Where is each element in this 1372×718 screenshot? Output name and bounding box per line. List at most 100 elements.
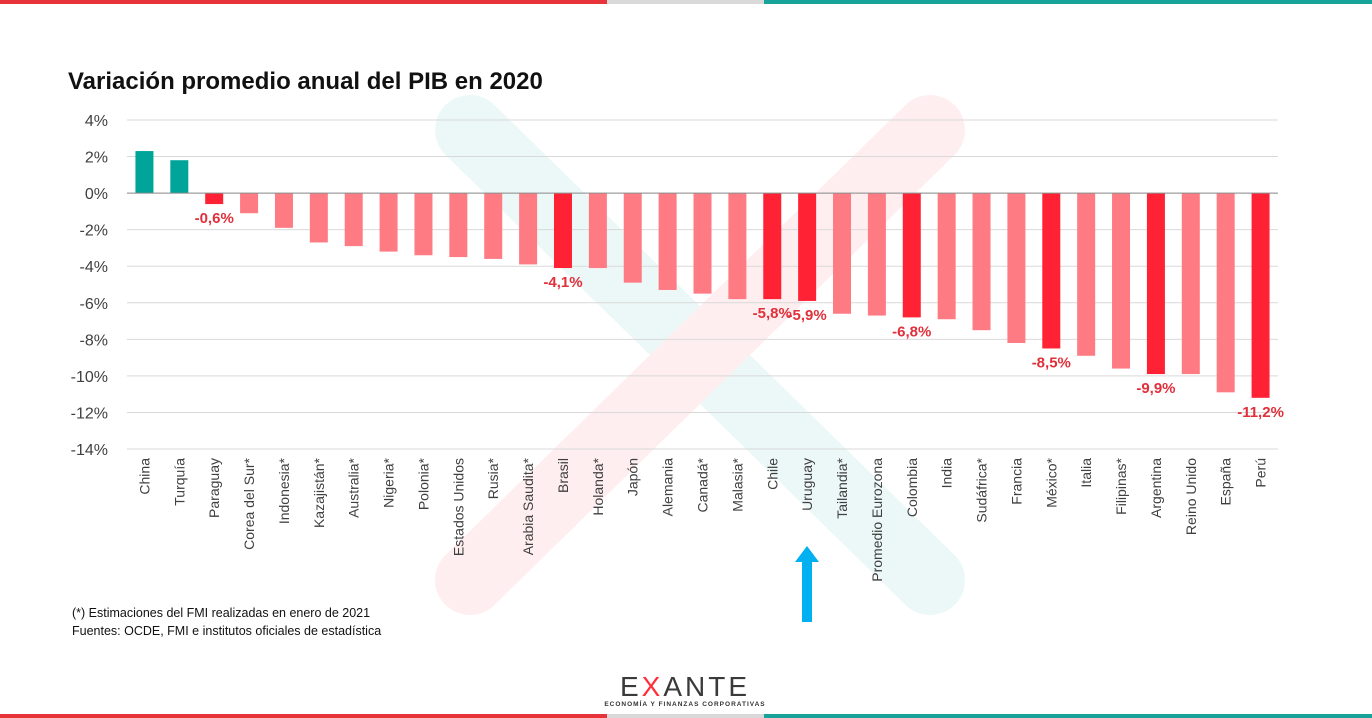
category-label: Kazajistán* [311, 457, 327, 528]
category-label: Alemania [660, 458, 676, 517]
y-tick-label: -14% [71, 442, 108, 459]
category-label: Italia [1078, 458, 1094, 488]
category-label: Paraguay [206, 458, 222, 518]
data-label: -0,6% [195, 210, 234, 227]
category-label: Francia [1008, 458, 1024, 505]
data-label: -5,8% [753, 305, 792, 322]
bar [205, 193, 224, 205]
y-axis-ticks: 4% 2% 0% -2% -4% -6% -8% -10% -12% -14% [71, 113, 108, 459]
bar [240, 193, 259, 214]
category-label: Indonesia* [276, 457, 292, 524]
y-tick-label: -6% [80, 296, 108, 313]
bar [972, 193, 991, 331]
bar [798, 193, 817, 301]
bar [1146, 193, 1165, 375]
category-label: Argentina [1148, 458, 1164, 518]
bar [763, 193, 782, 300]
data-label: -4,1% [543, 274, 582, 291]
y-tick-label: -10% [71, 369, 108, 386]
bar [519, 193, 538, 265]
data-label: -8,5% [1032, 354, 1071, 371]
bar [623, 193, 642, 283]
category-label: Filipinas* [1113, 457, 1129, 514]
footnote-estimates: (*) Estimaciones del FMI realizadas en e… [72, 606, 371, 620]
bar [588, 193, 607, 269]
y-tick-label: 4% [85, 113, 108, 130]
bar [1251, 193, 1270, 398]
category-label: Sudáfrica* [974, 457, 990, 522]
bar [344, 193, 363, 247]
bar [553, 193, 572, 269]
logo-tagline: ECONOMÍA Y FINANZAS CORPORATIVAS [604, 701, 766, 708]
category-label: Reino Unido [1183, 458, 1199, 535]
y-tick-label: 0% [85, 186, 108, 203]
y-tick-label: -8% [80, 332, 108, 349]
category-label: España [1218, 458, 1234, 506]
category-label: Colombia [904, 458, 920, 517]
bar [1112, 193, 1131, 369]
category-label: Polonia* [415, 457, 431, 510]
bar [728, 193, 747, 300]
bar [1007, 193, 1026, 343]
category-label: Holanda* [590, 457, 606, 515]
bar [867, 193, 886, 316]
data-label: -9,9% [1136, 380, 1175, 397]
bar [937, 193, 956, 320]
data-label: -11,2% [1237, 404, 1284, 421]
category-label: Estados Unidos [450, 458, 466, 556]
category-label: India [939, 458, 955, 489]
bar [135, 151, 154, 194]
top-color-strip [0, 0, 1372, 4]
bar [658, 193, 677, 290]
category-label: Arabia Saudita* [520, 457, 536, 555]
footnote-sources: Fuentes: OCDE, FMI e institutos oficiale… [72, 624, 382, 638]
category-label: Promedio Eurozona [869, 458, 885, 582]
bar [309, 193, 328, 243]
bar [1077, 193, 1096, 356]
category-label: Malasia* [729, 457, 745, 511]
up-arrow-icon [795, 546, 820, 622]
category-label: Canadá* [695, 457, 711, 512]
category-label: Nigeria* [381, 457, 397, 507]
bar [274, 193, 293, 228]
exante-logo: EXANTE ECONOMÍA Y FINANZAS CORPORATIVAS [600, 671, 770, 709]
category-label: Corea del Sur* [241, 457, 257, 549]
category-label: Tailandia* [834, 457, 850, 518]
y-tick-label: -12% [71, 405, 108, 422]
bars [135, 151, 1270, 398]
background-watermark-x [435, 95, 965, 615]
category-label: Turquía [171, 458, 187, 506]
bar [902, 193, 921, 318]
y-tick-label: 2% [85, 150, 108, 167]
category-label: Australia* [346, 457, 362, 517]
data-label: -5,9% [788, 307, 827, 324]
bar [693, 193, 712, 294]
bar [170, 160, 189, 194]
chart-title: Variación promedio anual del PIB en 2020 [68, 68, 543, 95]
y-tick-label: -2% [80, 223, 108, 240]
category-label: Perú [1253, 458, 1269, 488]
data-labels: -0,6% -4,1% -5,8%-5,9% -6,8% -8,5% -9,9% -11,2… [195, 210, 1284, 421]
y-tick-label: -4% [80, 259, 108, 276]
bar [833, 193, 852, 314]
category-label: Brasil [555, 458, 571, 493]
bar [484, 193, 503, 259]
category-label: China [136, 458, 152, 495]
category-label: Uruguay [799, 458, 815, 511]
category-label: Japón [625, 458, 641, 496]
category-label: Chile [764, 458, 780, 490]
category-label: México* [1043, 457, 1059, 507]
bar [379, 193, 398, 252]
logo-wordmark: EXANTE [619, 671, 751, 702]
bar [1042, 193, 1061, 349]
data-label: -6,8% [892, 323, 931, 340]
bottom-color-strip [0, 714, 1372, 718]
bar [1181, 193, 1200, 375]
bar [449, 193, 468, 258]
bar [1216, 193, 1235, 393]
logo-x-mark: X [641, 671, 664, 702]
category-labels: China Turquía Paraguay Corea del Sur* Indone… [136, 457, 1268, 581]
footnotes: (*) Estimaciones del FMI realizadas en e… [72, 604, 381, 640]
category-label: Rusia* [485, 457, 501, 499]
